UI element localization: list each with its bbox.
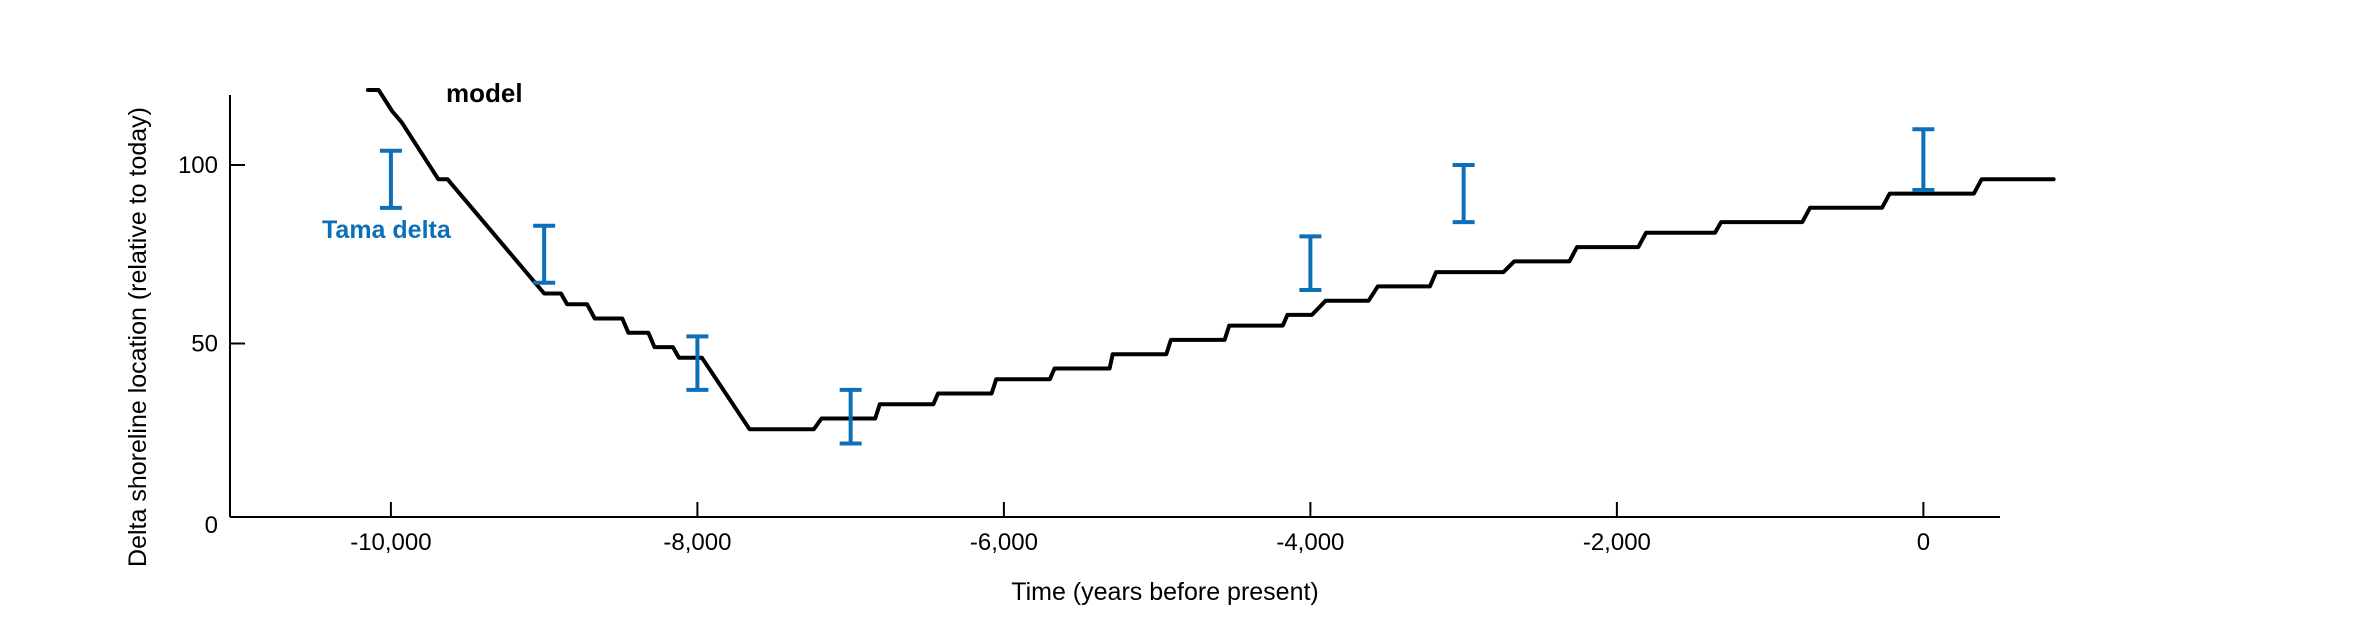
x-tick-label: -10,000 (350, 529, 431, 556)
y-tick-label: 50 (191, 331, 218, 358)
x-tick-label: -8,000 (663, 529, 731, 556)
y-tick-label: 100 (178, 152, 218, 179)
x-tick-label: -4,000 (1276, 529, 1344, 556)
tama-delta-error-bar (1912, 127, 1935, 192)
x-tick-label: -6,000 (970, 529, 1038, 556)
x-tick-label: -2,000 (1583, 529, 1651, 556)
tama-delta-error-bar (1299, 234, 1322, 292)
plot-area (365, 88, 2056, 446)
tama-delta-error-bar (839, 387, 862, 446)
y-axis-title: Delta shoreline location (relative to to… (124, 107, 152, 567)
tama-delta-error-bar (686, 334, 709, 392)
tama-delta-error-bar (533, 223, 556, 285)
y-tick-label: 0 (205, 512, 218, 539)
x-tick-label: 0 (1917, 529, 1930, 556)
model-series-line (365, 88, 2056, 432)
tama-delta-error-bar (1452, 163, 1475, 225)
x-axis-title: Time (years before present) (1011, 578, 1319, 606)
model-series-label: model (446, 78, 523, 108)
tama-delta-series-label: Tama delta (322, 216, 452, 244)
tama-delta-error-bar (379, 148, 402, 210)
axes: -10,000 -8,000 -6,000 -4,000 -2,000 0 0 50 100 (178, 95, 2000, 556)
